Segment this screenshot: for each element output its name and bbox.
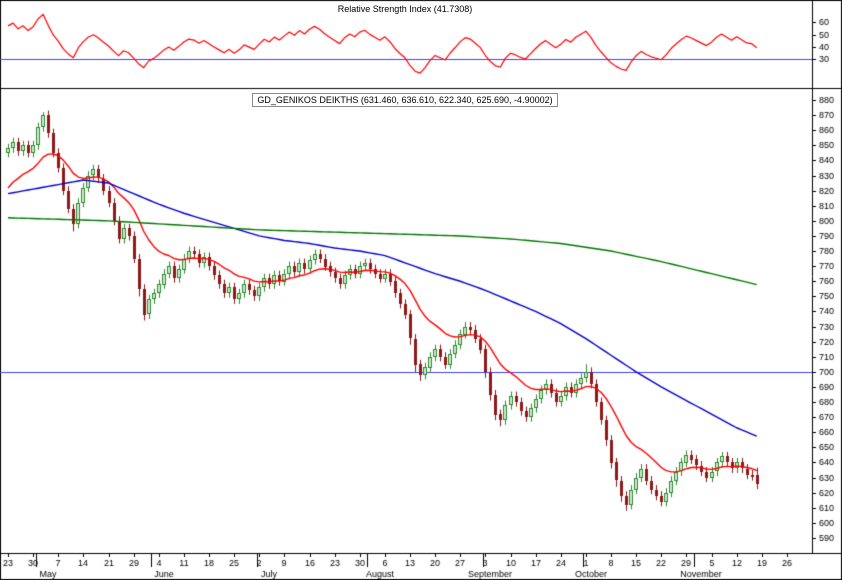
price-chart-canvas[interactable] [0, 0, 842, 580]
chart-window: Relative Strength Index (41.7308) GD_GEN… [0, 0, 842, 580]
